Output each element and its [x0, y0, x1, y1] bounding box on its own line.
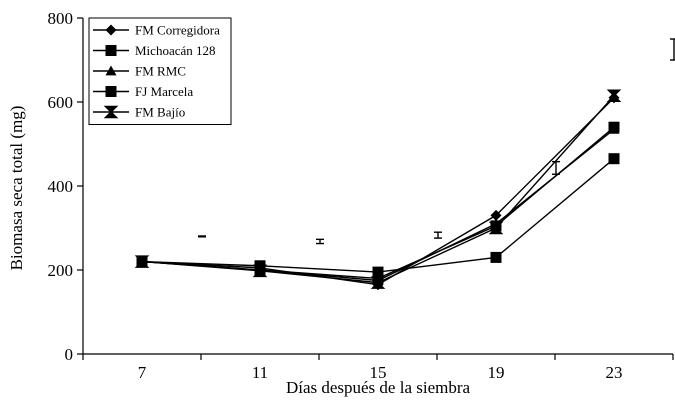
legend-marker — [103, 105, 119, 119]
error-bar — [316, 238, 324, 245]
x-tick-label: 15 — [370, 363, 387, 382]
marker — [608, 121, 620, 133]
marker — [608, 153, 620, 165]
marker — [488, 221, 504, 235]
error-bar — [670, 38, 675, 61]
marker — [606, 89, 622, 102]
x-tick-label: 19 — [488, 363, 505, 382]
legend-marker — [105, 86, 117, 97]
series-line — [141, 97, 615, 286]
legend-label: FM Corregidora — [135, 23, 220, 38]
error-bar — [552, 160, 560, 175]
x-tick-label: 23 — [606, 363, 623, 382]
legend-marker — [105, 24, 117, 36]
x-tick-label: 11 — [252, 363, 268, 382]
x-axis-title: Días después de la siembra — [286, 378, 471, 397]
y-tick-label: 600 — [48, 93, 74, 112]
series-line — [141, 128, 615, 282]
legend-label: FM RMC — [135, 64, 186, 79]
legend-marker — [105, 45, 117, 56]
legend-marker — [105, 65, 117, 76]
marker — [370, 276, 386, 289]
legend-label: FM Bajío — [135, 105, 185, 120]
y-tick-label: 0 — [65, 345, 74, 364]
marker — [252, 264, 268, 278]
marker — [490, 209, 502, 221]
marker — [134, 255, 150, 268]
y-tick-label: 200 — [48, 261, 74, 280]
x-tick-label: 7 — [138, 363, 147, 382]
error-bar — [198, 235, 206, 238]
series-line — [141, 126, 615, 280]
marker — [372, 266, 384, 278]
y-tick-label: 400 — [48, 177, 74, 196]
y-axis-title: Biomasa seca total (mg) — [7, 106, 26, 271]
y-tick-label: 800 — [48, 9, 74, 28]
error-bar — [434, 231, 442, 239]
legend-label: Michoacán 128 — [135, 43, 216, 58]
legend-label: FJ Marcela — [135, 84, 193, 99]
marker — [490, 251, 502, 263]
